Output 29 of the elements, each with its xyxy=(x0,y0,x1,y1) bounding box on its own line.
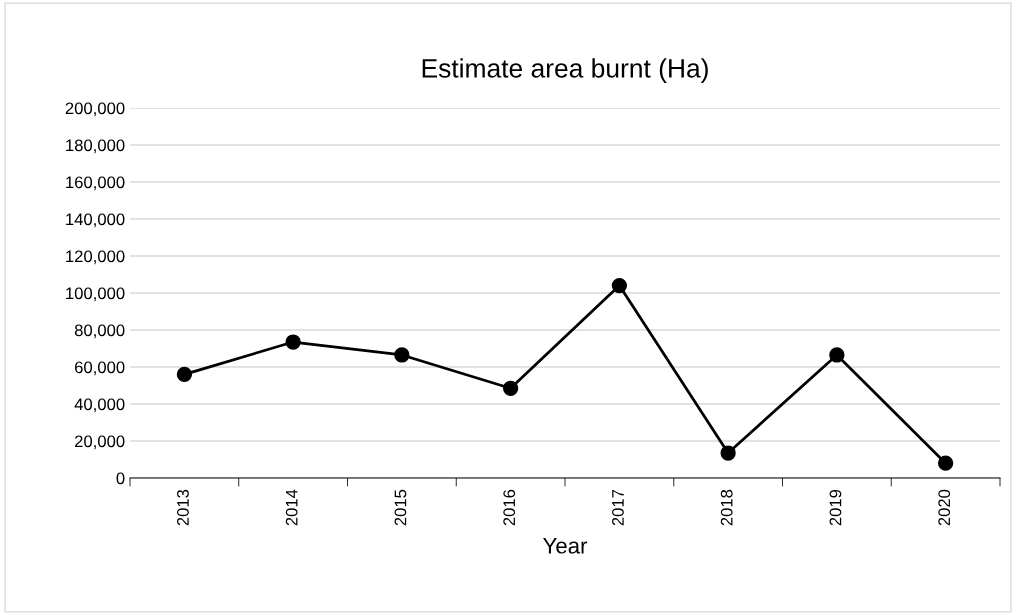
x-tick-label: 2017 xyxy=(612,489,624,526)
y-tick-label: 200,000 xyxy=(65,102,125,117)
point xyxy=(394,347,410,363)
y-tick-label: 80,000 xyxy=(74,324,125,339)
point xyxy=(285,334,301,350)
y-tick-label: 180,000 xyxy=(66,139,125,154)
point xyxy=(502,380,519,396)
x-tick-label: 2015 xyxy=(394,489,407,526)
x-tick-label: 2020 xyxy=(938,489,951,526)
y-tick-label: 160,000 xyxy=(66,176,125,191)
y-tick-label: 120,000 xyxy=(66,250,125,265)
y-tick-label: 20,000 xyxy=(75,435,125,450)
x-tick-label: 2014 xyxy=(285,489,298,526)
y-tick-label: 60,000 xyxy=(75,361,125,376)
point xyxy=(611,277,628,294)
x-axis-title: Year xyxy=(543,538,588,554)
chart-title: Estimate area burnt (Ha) xyxy=(422,58,708,83)
y-tick-label: 0 xyxy=(116,472,125,485)
y-tick-label: 40,000 xyxy=(74,398,125,413)
x-tick-label: 2016 xyxy=(503,489,516,526)
y-tick-label: 100,000 xyxy=(66,287,125,302)
point xyxy=(720,445,736,461)
point xyxy=(176,366,193,383)
x-tick-label: 2018 xyxy=(720,489,733,526)
x-tick-label: 2019 xyxy=(829,489,842,526)
x-tick-label: 2013 xyxy=(177,489,189,526)
point xyxy=(937,455,954,471)
point xyxy=(829,347,845,363)
y-tick-label: 140,000 xyxy=(66,213,125,228)
